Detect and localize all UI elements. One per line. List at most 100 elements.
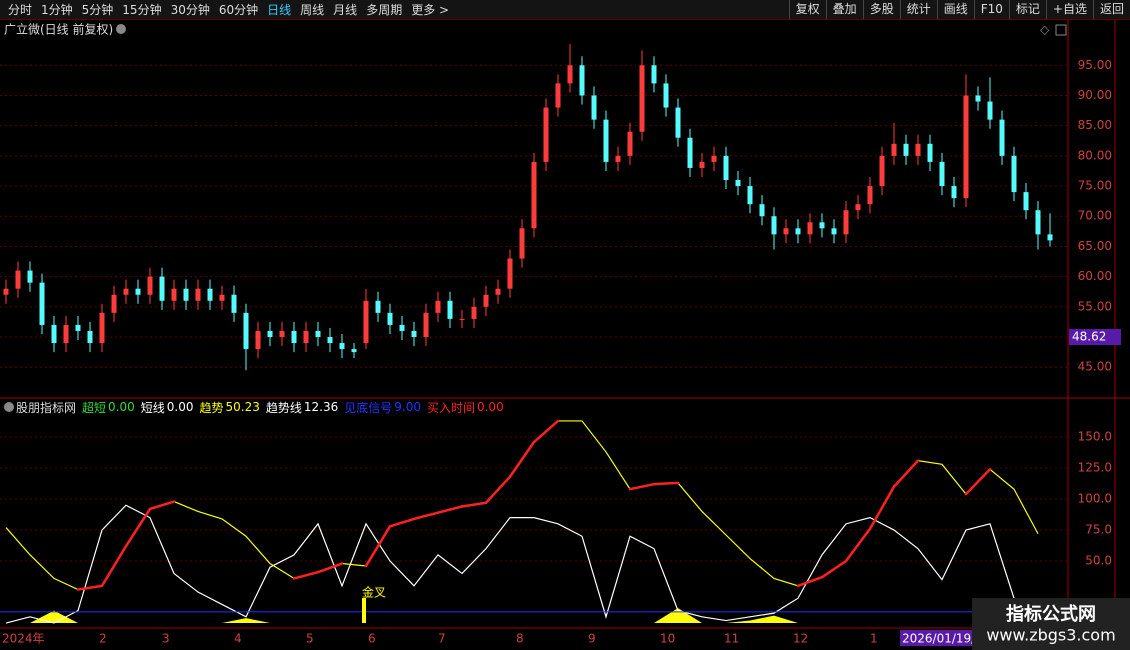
candle-body — [123, 288, 129, 295]
legend-value: 12.36 — [303, 400, 339, 414]
menu-icon[interactable] — [4, 402, 14, 412]
period-tab[interactable]: 5分钟 — [81, 3, 114, 17]
candle-body — [411, 330, 417, 338]
date-label: 2026/01/19/- — [902, 632, 980, 646]
tool-button[interactable]: 叠加 — [825, 0, 863, 19]
period-tab[interactable]: 分时 — [8, 3, 33, 17]
tool-button[interactable]: 统计 — [899, 0, 937, 19]
y-tick-label: 75.0 — [1085, 523, 1112, 537]
period-tab[interactable]: 更多 > — [411, 3, 450, 17]
candle-body — [951, 186, 957, 199]
tool-button[interactable]: 标记 — [1008, 0, 1046, 19]
period-tab[interactable]: 周线 — [300, 3, 325, 17]
candle-body — [711, 155, 717, 162]
candle-body — [687, 137, 693, 168]
tool-button[interactable]: F10 — [973, 0, 1009, 19]
candle-body — [87, 330, 93, 344]
date-label: 2 — [99, 632, 107, 646]
rising-segment — [316, 562, 344, 574]
annotation: 金叉 — [362, 585, 386, 600]
candle-body — [795, 228, 801, 235]
period-tab[interactable]: 30分钟 — [170, 3, 210, 17]
period-tab[interactable]: 多周期 — [366, 3, 403, 17]
candle-body — [3, 288, 9, 295]
candle-body — [267, 330, 273, 338]
watermark-title: 指标公式网 — [1006, 603, 1096, 625]
candle-body — [651, 65, 657, 84]
price-tag — [1069, 329, 1121, 345]
menu-icon[interactable] — [116, 24, 126, 34]
rising-segment — [508, 440, 536, 478]
date-label: 11 — [724, 632, 739, 646]
period-tab[interactable]: 月线 — [333, 3, 358, 17]
icon[interactable] — [1055, 24, 1067, 36]
watermark-box — [972, 598, 1130, 650]
candle-body — [927, 143, 933, 162]
period-tab[interactable]: 60分钟 — [218, 3, 259, 17]
candle-body — [759, 204, 765, 217]
tool-button[interactable]: 多股 — [862, 0, 900, 19]
candle-body — [339, 343, 345, 350]
candle-body — [639, 65, 645, 132]
date-label: 8 — [516, 632, 524, 646]
date-label: 5 — [306, 632, 314, 646]
y-tick-label: 85.00 — [1078, 118, 1112, 132]
legend-value: 0.00 — [108, 400, 135, 414]
candle-body — [75, 324, 81, 331]
rising-segment — [964, 468, 992, 496]
candle-body — [915, 143, 921, 156]
candle-body — [111, 294, 117, 313]
y-tick-label: 45.00 — [1078, 360, 1112, 374]
rising-segment — [436, 505, 464, 514]
rising-segment — [532, 419, 560, 444]
rising-segment — [388, 517, 416, 528]
date-label: 10 — [660, 632, 675, 646]
tool-button[interactable]: 复权 — [788, 0, 826, 19]
rising-segment — [148, 500, 176, 511]
legend-name: 超短 — [82, 400, 107, 415]
candle-body — [195, 288, 201, 301]
y-tick-label: 90.00 — [1078, 88, 1112, 102]
candle-body — [819, 222, 825, 229]
candle-body — [375, 300, 381, 313]
rising-segment — [364, 525, 392, 568]
candle-body — [1047, 234, 1053, 241]
tool-buttons: 复权 叠加 多股 统计 画线 F10 标记 +自选 返回 — [788, 0, 1130, 19]
rising-segment — [460, 501, 488, 508]
period-tabs: 分时 1分钟 5分钟 15分钟 30分钟 60分钟 日线 周线 月线 多周期 更多 > — [8, 0, 449, 19]
candle-body — [183, 288, 189, 301]
candle-body — [435, 300, 441, 313]
period-tab[interactable]: 1分钟 — [41, 3, 73, 17]
candle-body — [543, 107, 549, 162]
y-tick-label: 95.00 — [1078, 58, 1112, 72]
date-label: 6 — [368, 632, 376, 646]
candle-body — [627, 131, 633, 156]
candle-body — [615, 155, 621, 162]
candle-body — [39, 282, 45, 325]
rising-segment — [100, 544, 128, 588]
rising-segment — [76, 584, 104, 591]
y-tick-label: 70.00 — [1078, 209, 1112, 223]
candle-body — [843, 210, 849, 235]
tool-button[interactable]: 画线 — [936, 0, 974, 19]
candle-body — [471, 306, 477, 319]
candle-body — [963, 95, 969, 199]
watermark-url: www.zbgs3.com — [986, 626, 1115, 645]
candle-body — [663, 83, 669, 108]
icon[interactable]: ◇ — [1040, 23, 1050, 37]
period-tab[interactable]: 日线 — [267, 3, 292, 17]
candle-body — [939, 161, 945, 187]
legend-name: 买入时间 — [426, 400, 475, 415]
candle-body — [675, 107, 681, 138]
candle-body — [999, 119, 1005, 156]
period-tab[interactable]: 15分钟 — [122, 3, 162, 17]
candle-body — [279, 330, 285, 338]
tool-button[interactable]: 返回 — [1092, 0, 1130, 19]
plot-area: 45.0050.0055.0060.0065.0070.0075.0080.00… — [0, 44, 1112, 624]
candle-body — [903, 143, 909, 156]
candle-body — [63, 324, 69, 344]
tool-button[interactable]: +自选 — [1045, 0, 1093, 19]
rising-segment — [868, 485, 896, 531]
